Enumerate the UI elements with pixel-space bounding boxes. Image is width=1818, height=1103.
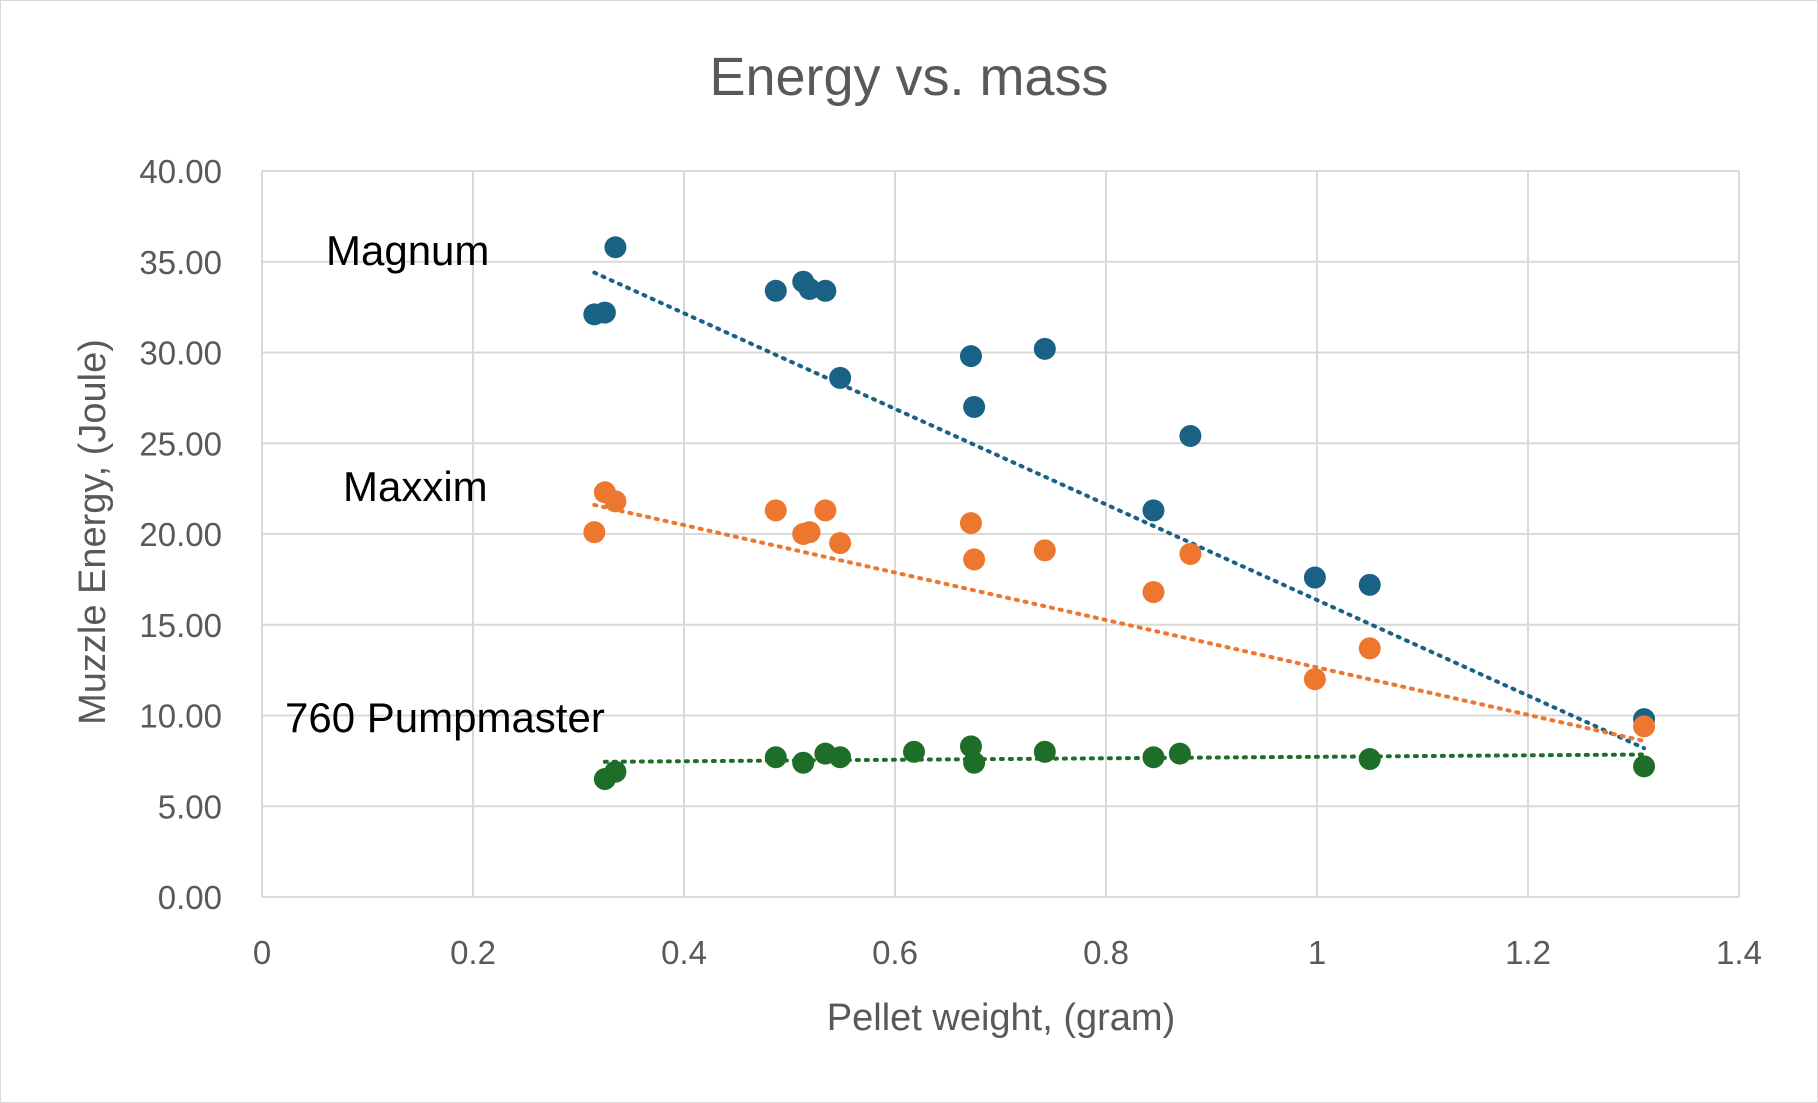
760-pumpmaster-point <box>1033 740 1056 763</box>
maxxim-point <box>1179 542 1202 565</box>
magnum-point <box>1142 499 1165 522</box>
maxxim-point <box>1358 637 1381 660</box>
760-pumpmaster-point <box>963 751 986 774</box>
maxxim-point <box>1303 668 1326 691</box>
y-tick-label: 15.00 <box>139 607 222 644</box>
magnum-annotation: Magnum <box>326 227 489 274</box>
maxxim-point <box>604 490 627 513</box>
x-tick-labels: 0 0.2 0.4 0.6 0.8 1 1.2 1.4 <box>253 934 1762 971</box>
760-pumpmaster-trendline <box>602 752 1647 764</box>
760-pumpmaster-point <box>1168 742 1191 765</box>
y-tick-label: 20.00 <box>139 516 222 553</box>
y-axis-label: Muzzle Energy, (Joule) <box>72 339 114 725</box>
magnum-point <box>963 395 986 418</box>
maxxim-point <box>963 548 986 571</box>
magnum-point <box>1179 424 1202 447</box>
maxxim-annotation: Maxxim <box>343 463 488 510</box>
760-pumpmaster-point <box>1358 748 1381 771</box>
magnum-trendline <box>592 270 1647 751</box>
x-tick-label: 1.2 <box>1505 934 1551 971</box>
y-tick-label: 40.00 <box>139 153 222 190</box>
y-tick-label: 35.00 <box>139 244 222 281</box>
x-tick-label: 0.8 <box>1083 934 1129 971</box>
grid-layer <box>261 170 1740 898</box>
y-tick-label: 10.00 <box>139 698 222 735</box>
x-tick-label: 0.6 <box>872 934 918 971</box>
x-axis-label: Pellet weight, (gram) <box>827 997 1175 1039</box>
maxxim-point <box>764 499 787 522</box>
magnum-point <box>593 301 616 324</box>
magnum-point <box>959 345 982 368</box>
maxxim-point <box>814 499 837 522</box>
magnum-point <box>1303 566 1326 589</box>
760-pumpmaster-point <box>1142 746 1165 769</box>
magnum-point <box>604 236 627 259</box>
760-pumpmaster-point <box>902 740 925 763</box>
magnum-point <box>1033 337 1056 360</box>
y-tick-label: 0.00 <box>158 879 222 916</box>
maxxim-point <box>1633 715 1656 738</box>
trendlines <box>592 270 1647 764</box>
760-pumpmaster-point <box>792 751 815 774</box>
series-annotations: Magnum Maxxim 760 Pumpmaster <box>285 227 605 741</box>
magnum-point <box>1358 573 1381 596</box>
maxxim-point <box>1033 539 1056 562</box>
magnum-point <box>814 279 837 302</box>
760-pumpmaster-point <box>959 735 982 758</box>
x-tick-label: 1.4 <box>1716 934 1762 971</box>
y-tick-labels: 0.00 5.00 10.00 15.00 20.00 25.00 30.00 35.00 40… <box>139 153 222 916</box>
760-pumpmaster-annotation: 760 Pumpmaster <box>285 694 605 741</box>
chart-title: Energy vs. mass <box>709 47 1108 107</box>
x-tick-label: 1 <box>1308 934 1326 971</box>
magnum-point <box>764 279 787 302</box>
760-pumpmaster-point <box>1633 755 1656 778</box>
maxxim-point <box>959 512 982 535</box>
x-tick-label: 0.4 <box>661 934 707 971</box>
x-tick-label: 0 <box>253 934 271 971</box>
maxxim-point <box>583 521 606 544</box>
magnum-point <box>829 366 852 389</box>
760-pumpmaster-point <box>764 746 787 769</box>
maxxim-point <box>798 521 821 544</box>
760-pumpmaster-point <box>604 760 627 783</box>
y-tick-label: 25.00 <box>139 425 222 462</box>
y-tick-label: 5.00 <box>158 788 222 825</box>
maxxim-point <box>829 532 852 555</box>
y-tick-label: 30.00 <box>139 335 222 372</box>
maxxim-point <box>1142 581 1165 604</box>
data-points <box>583 236 1656 791</box>
760-pumpmaster-point <box>829 746 852 769</box>
x-tick-label: 0.2 <box>450 934 496 971</box>
maxxim-trendline <box>592 502 1647 743</box>
